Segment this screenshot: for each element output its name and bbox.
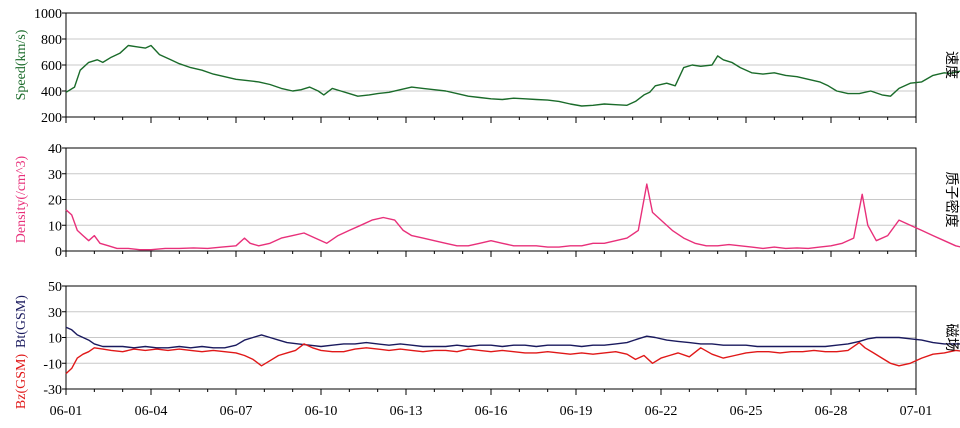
bz-ylabel: Bz(GSM) — [14, 354, 29, 410]
y-tick-label: 30 — [48, 168, 62, 183]
y-tick-label: 800 — [41, 33, 62, 48]
x-tick-label: 06-10 — [305, 404, 338, 419]
speed-panel: 200 400 600 800 1000 Speed(km/s) 速度 — [14, 7, 960, 126]
magnetic-series-1-line — [65, 341, 960, 375]
x-tick-label: 06-07 — [220, 404, 253, 419]
density-side-label: 质子密度 — [943, 172, 960, 228]
x-tick-label: 06-19 — [560, 404, 593, 419]
y-tick-label: 10 — [48, 219, 62, 234]
magnetic-side-label: 磁场 — [943, 324, 959, 352]
magnetic-series-0-line — [65, 326, 960, 349]
y-tick-label: 0 — [55, 245, 62, 260]
speed-series-0-line — [65, 44, 960, 107]
y-tick-label: -10 — [43, 357, 62, 372]
x-tick-label: 06-13 — [390, 404, 423, 419]
x-tick-label: 06-25 — [730, 404, 763, 419]
speed-side-label: 速度 — [943, 51, 959, 79]
x-tick-label: 06-16 — [475, 404, 508, 419]
x-tick-label: 06-22 — [645, 404, 678, 419]
y-tick-label: -30 — [43, 383, 62, 398]
y-tick-label: 600 — [41, 59, 62, 74]
x-axis-labels: 06-01 06-04 06-07 06-10 06-13 06-16 06-19 06-22… — [50, 404, 933, 419]
bt-ylabel: Bt(GSM) — [14, 295, 29, 348]
x-tick-label: 06-04 — [135, 404, 168, 419]
y-tick-label: 40 — [48, 142, 62, 157]
density-panel: 0 10 20 30 40 Density(/cm^3) 质子密度 — [14, 142, 960, 260]
y-tick-label: 200 — [41, 111, 62, 126]
y-tick-label: 1000 — [34, 7, 62, 22]
y-tick-label: 30 — [48, 306, 62, 321]
x-tick-label: 06-01 — [50, 404, 83, 419]
speed-ylabel: Speed(km/s) — [14, 29, 29, 100]
magnetic-panel: -30 -10 10 30 50 Bz(GSM) Bt(GSM) 磁场 — [14, 280, 960, 409]
y-tick-label: 50 — [48, 280, 62, 295]
x-tick-label: 06-28 — [815, 404, 848, 419]
density-series-0-line — [65, 183, 960, 251]
y-tick-label: 400 — [41, 85, 62, 100]
x-tick-label: 07-01 — [900, 404, 933, 419]
density-ylabel: Density(/cm^3) — [14, 155, 29, 243]
y-tick-label: 20 — [48, 194, 62, 209]
y-tick-label: 10 — [48, 332, 62, 347]
